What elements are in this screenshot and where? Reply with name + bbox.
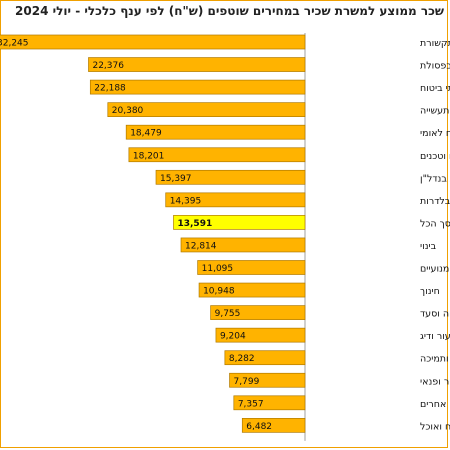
bar-value-label: 18,201 bbox=[133, 151, 165, 161]
bar bbox=[89, 79, 306, 95]
bar-value-label: 11,095 bbox=[202, 264, 234, 274]
category-label: סך הכל bbox=[420, 218, 450, 229]
bar-value-label: 7,357 bbox=[238, 399, 264, 409]
bar-value-label: 7,799 bbox=[234, 377, 260, 387]
bar-value-label: 22,376 bbox=[92, 61, 124, 71]
category-label: שירותי בריאות, רווחה וסעד bbox=[420, 309, 450, 320]
bar-value-label: 18,479 bbox=[130, 129, 162, 139]
bar-value-label: 14,395 bbox=[170, 196, 202, 206]
category-label: מסחר סיטוני וקמעוני ותיקון כלי רכב מנועי… bbox=[420, 264, 450, 275]
bar bbox=[229, 372, 306, 388]
category-label: מידע ותקשורת bbox=[420, 38, 450, 49]
bar bbox=[128, 147, 306, 163]
bar bbox=[215, 327, 306, 343]
bar-value-label: 15,397 bbox=[160, 174, 192, 184]
category-label: חקלאות, ייעור ודיג bbox=[420, 331, 450, 342]
bar bbox=[197, 260, 306, 275]
bar-value-label: 12,814 bbox=[185, 241, 217, 251]
bar bbox=[224, 350, 306, 366]
bar bbox=[88, 57, 306, 72]
category-label: חינוך bbox=[420, 286, 440, 297]
bar bbox=[198, 282, 306, 298]
bar-total bbox=[173, 215, 306, 230]
category-label: שירותי אירוח ואוכל bbox=[420, 421, 450, 432]
bar-value-label: 22,188 bbox=[94, 84, 126, 94]
bar bbox=[241, 418, 306, 433]
bar bbox=[233, 395, 306, 411]
category-label: מינהל מקומי, ציבורי וביטחון וביטוח לאומי bbox=[420, 128, 450, 139]
category-label: שירותים פיננסים ושירותי ביטוח bbox=[420, 83, 450, 94]
bar bbox=[165, 192, 306, 208]
category-label: אמנות, בידור ופנאי bbox=[420, 376, 450, 387]
category-label: שירותי ניהול ותמיכה bbox=[420, 354, 450, 365]
category-label: שירותים מקצועיים, מדעיים וטכנים bbox=[420, 151, 450, 162]
category-label: שירותים אחרים bbox=[420, 399, 450, 410]
bar-value-label: 9,755 bbox=[215, 309, 241, 319]
bar-value-label: 8,282 bbox=[229, 354, 255, 364]
bar bbox=[180, 237, 306, 253]
category-label: שירותי ביוב וטיהור וטיפול בפסולת bbox=[420, 61, 450, 72]
bar-value-label: 10,948 bbox=[203, 287, 235, 297]
bar-value-label: 9,204 bbox=[220, 332, 246, 342]
bar bbox=[210, 305, 306, 320]
category-label: בינוי bbox=[420, 241, 437, 252]
bar-value-label: 32,245 bbox=[0, 39, 29, 49]
bar-value-label: 6,482 bbox=[246, 422, 272, 432]
category-label: תעשייה bbox=[420, 106, 449, 117]
category-label: פעילויות בנדל"ן bbox=[420, 173, 450, 184]
bar bbox=[107, 102, 306, 118]
category-label: תחבורה, אחסנה, דואר ובלדרות bbox=[420, 196, 450, 207]
bar bbox=[155, 169, 306, 185]
bar bbox=[0, 34, 306, 50]
bar-value-label: 20,380 bbox=[112, 106, 144, 116]
bar bbox=[125, 124, 306, 140]
chart-title: שכר ממוצע למשרת שכיר במחירים שוטפים (ש"ח… bbox=[15, 4, 444, 18]
bar-value-label: 13,591 bbox=[177, 219, 212, 229]
